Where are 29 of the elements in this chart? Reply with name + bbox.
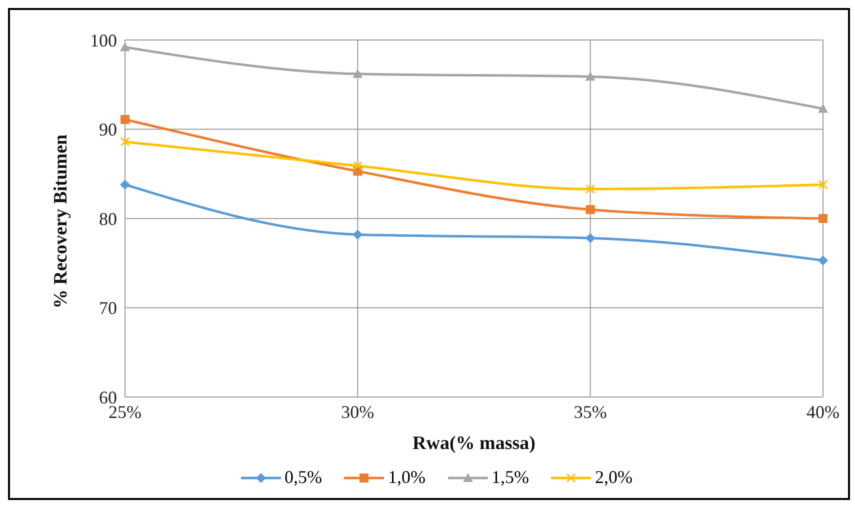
y-tick-label: 80 — [99, 208, 117, 229]
point — [120, 42, 130, 52]
legend-label: 1,5% — [490, 467, 529, 488]
point — [818, 180, 828, 190]
point — [586, 184, 596, 194]
x-tick-label: 40% — [806, 402, 840, 422]
point — [585, 72, 596, 81]
point — [120, 180, 130, 190]
x-axis-title: Rwa(% massa) — [412, 433, 536, 454]
point — [352, 230, 363, 240]
point — [120, 136, 130, 146]
y-tick-label: 70 — [99, 298, 117, 318]
legend-label: 2,0% — [594, 467, 632, 488]
legend-label: 1,0% — [387, 467, 426, 488]
point — [818, 104, 828, 113]
x-tick-label: 30% — [341, 402, 374, 422]
point — [818, 214, 828, 223]
y-tick-label: 90 — [99, 120, 117, 140]
x-tick-label: 35% — [574, 402, 607, 422]
legend-label: 0,5% — [284, 467, 322, 488]
point — [585, 233, 596, 244]
y-tick-label: 60 — [99, 387, 117, 408]
y-axis-title: % Recovery Bitumen — [50, 134, 72, 308]
point — [120, 114, 130, 124]
point — [352, 68, 363, 78]
y-tick-label: 100 — [90, 30, 117, 50]
point — [818, 255, 828, 266]
point — [586, 205, 595, 214]
point — [352, 161, 362, 171]
